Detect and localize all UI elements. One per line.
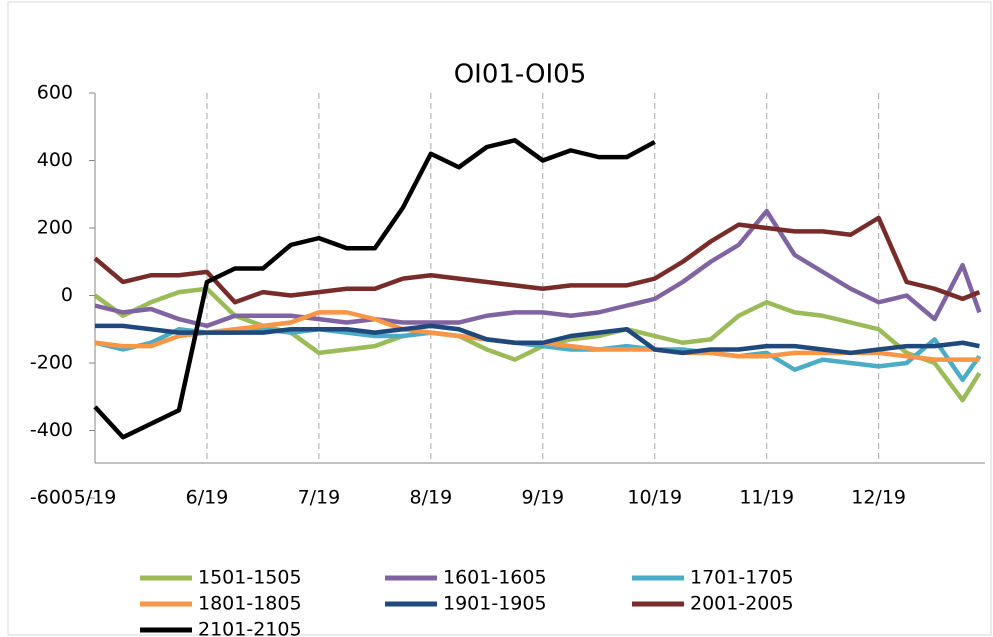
y-tick-label: 0 (61, 284, 73, 306)
legend-label: 1601-1605 (443, 567, 547, 589)
legend-label: 1801-1805 (198, 593, 302, 615)
y-tick-label: 200 (37, 217, 73, 239)
series-line (94, 208, 982, 329)
x-tick-label: 11/19 (739, 487, 794, 509)
series-line (93, 138, 656, 440)
legend-label: 2001-2005 (690, 593, 794, 615)
x-tick-label: 12/19 (851, 487, 906, 509)
series-line (93, 215, 981, 305)
legend-label: 2101-2105 (198, 619, 302, 637)
x-tick-label: 8/19 (410, 487, 453, 509)
y-tick-label: 400 (37, 149, 73, 171)
y-tick-label: -200 (30, 352, 73, 374)
chart-title: OI01-OI05 (454, 60, 587, 90)
x-tick-label: 9/19 (521, 487, 564, 509)
x-tick-label: 7/19 (298, 487, 341, 509)
x-tick-label: 10/19 (627, 487, 682, 509)
legend-label: 1501-1505 (198, 567, 302, 589)
chart-frame (7, 1, 992, 636)
y-tick-label: 600 (37, 82, 73, 104)
y-tick-label: -600 (30, 487, 73, 509)
series-line (95, 323, 980, 356)
legend-label: 1701-1705 (690, 567, 794, 589)
legend-label: 1901-1905 (443, 593, 547, 615)
x-tick-label: 6/19 (186, 487, 229, 509)
y-tick-label: -400 (30, 419, 73, 441)
x-tick-label: 5/19 (74, 487, 117, 509)
